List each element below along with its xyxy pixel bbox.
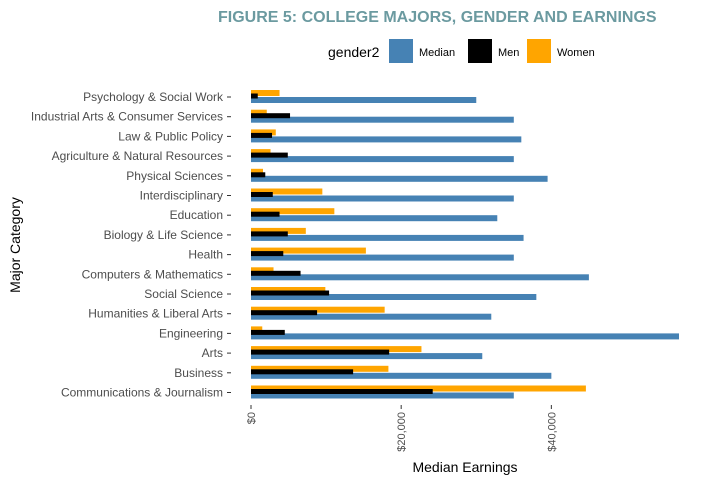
bar-women-6 bbox=[251, 208, 335, 215]
legend-label-median: Median bbox=[419, 47, 455, 59]
bar-median-11 bbox=[251, 313, 492, 320]
y-tick-label: Engineering bbox=[159, 326, 223, 340]
legend-title: gender2 bbox=[328, 44, 380, 60]
bar-women-14 bbox=[251, 365, 389, 372]
bar-men-10 bbox=[251, 290, 330, 296]
y-tick-label: Law & Public Policy bbox=[118, 129, 223, 143]
bar-women-8 bbox=[251, 247, 366, 254]
y-tick-label: Agriculture & Natural Resources bbox=[52, 149, 223, 163]
y-tick-label: Industrial Arts & Consumer Services bbox=[31, 110, 223, 124]
bar-men-1 bbox=[251, 113, 291, 119]
x-axis: $0 $20,000 $40,000 bbox=[246, 405, 558, 452]
bar-median-13 bbox=[251, 353, 483, 360]
bar-women-4 bbox=[251, 168, 264, 175]
y-tick-label: Humanities & Liberal Arts bbox=[88, 307, 223, 321]
legend-label-men: Men bbox=[498, 47, 519, 59]
bar-women-1 bbox=[251, 109, 267, 116]
x-axis-title: Median Earnings bbox=[412, 459, 517, 475]
bar-women-13 bbox=[251, 346, 422, 353]
bar-women-10 bbox=[251, 287, 326, 293]
bar-men-7 bbox=[251, 231, 288, 237]
legend-swatch-women bbox=[527, 39, 551, 63]
bar-women-0 bbox=[251, 90, 280, 96]
x-tick-label: $20,000 bbox=[396, 412, 408, 452]
bar-women-12 bbox=[251, 326, 263, 333]
bar-men-15 bbox=[251, 389, 433, 394]
bar-median-4 bbox=[251, 175, 548, 182]
bar-median-12 bbox=[251, 333, 679, 340]
bar-men-9 bbox=[251, 270, 301, 276]
bar-median-5 bbox=[251, 195, 514, 202]
y-tick-label: Computers & Mathematics bbox=[82, 267, 223, 281]
y-tick-label: Education bbox=[170, 208, 223, 222]
legend-swatch-men bbox=[468, 39, 492, 63]
y-tick-label: Communications & Journalism bbox=[61, 386, 223, 400]
x-tick-label: $40,000 bbox=[546, 412, 558, 452]
x-tick-label: $0 bbox=[246, 412, 258, 424]
bar-women-5 bbox=[251, 188, 323, 195]
bar-median-14 bbox=[251, 372, 552, 379]
bar-median-2 bbox=[251, 136, 522, 143]
bar-median-9 bbox=[251, 274, 589, 281]
bar-men-2 bbox=[251, 132, 273, 138]
bar-median-6 bbox=[251, 215, 498, 222]
bar-women-2 bbox=[251, 129, 276, 136]
bar-women-11 bbox=[251, 306, 385, 313]
y-axis-title: Major Category bbox=[7, 197, 23, 293]
y-tick-label: Psychology & Social Work bbox=[83, 90, 224, 104]
y-tick-label: Arts bbox=[202, 346, 223, 360]
bar-men-14 bbox=[251, 369, 354, 375]
y-tick-label: Social Science bbox=[144, 287, 223, 301]
bar-men-3 bbox=[251, 152, 288, 158]
bar-median-3 bbox=[251, 156, 514, 163]
bar-men-12 bbox=[251, 329, 285, 335]
bar-men-11 bbox=[251, 310, 318, 316]
bar-men-0 bbox=[251, 93, 258, 99]
bar-women-7 bbox=[251, 227, 306, 234]
chart-title: FIGURE 5: COLLEGE MAJORS, GENDER AND EAR… bbox=[218, 9, 657, 26]
y-tick-label: Biology & Life Science bbox=[104, 228, 224, 242]
y-axis: Psychology & Social Work Industrial Arts … bbox=[31, 90, 231, 400]
bar-men-4 bbox=[251, 172, 266, 178]
bar-women-15 bbox=[251, 385, 586, 392]
bar-men-8 bbox=[251, 251, 284, 257]
bar-women-3 bbox=[251, 149, 271, 156]
y-tick-label: Health bbox=[188, 248, 223, 262]
y-tick-label: Interdisciplinary bbox=[140, 189, 223, 203]
bar-median-15 bbox=[251, 392, 514, 399]
legend-label-women: Women bbox=[557, 47, 595, 59]
bar-women-9 bbox=[251, 267, 274, 274]
bar-median-1 bbox=[251, 116, 514, 123]
bar-median-10 bbox=[251, 294, 537, 300]
y-tick-label: Physical Sciences bbox=[126, 169, 223, 183]
legend: gender2 Median Men Women bbox=[328, 39, 595, 63]
bar-men-13 bbox=[251, 349, 390, 355]
bar-men-5 bbox=[251, 192, 273, 197]
bar-men-6 bbox=[251, 211, 280, 217]
bar-median-0 bbox=[251, 97, 477, 103]
y-tick-label: Business bbox=[174, 366, 223, 380]
legend-swatch-median bbox=[389, 39, 413, 63]
bar-median-7 bbox=[251, 234, 524, 241]
bar-median-8 bbox=[251, 254, 514, 261]
bars-group bbox=[251, 90, 679, 399]
